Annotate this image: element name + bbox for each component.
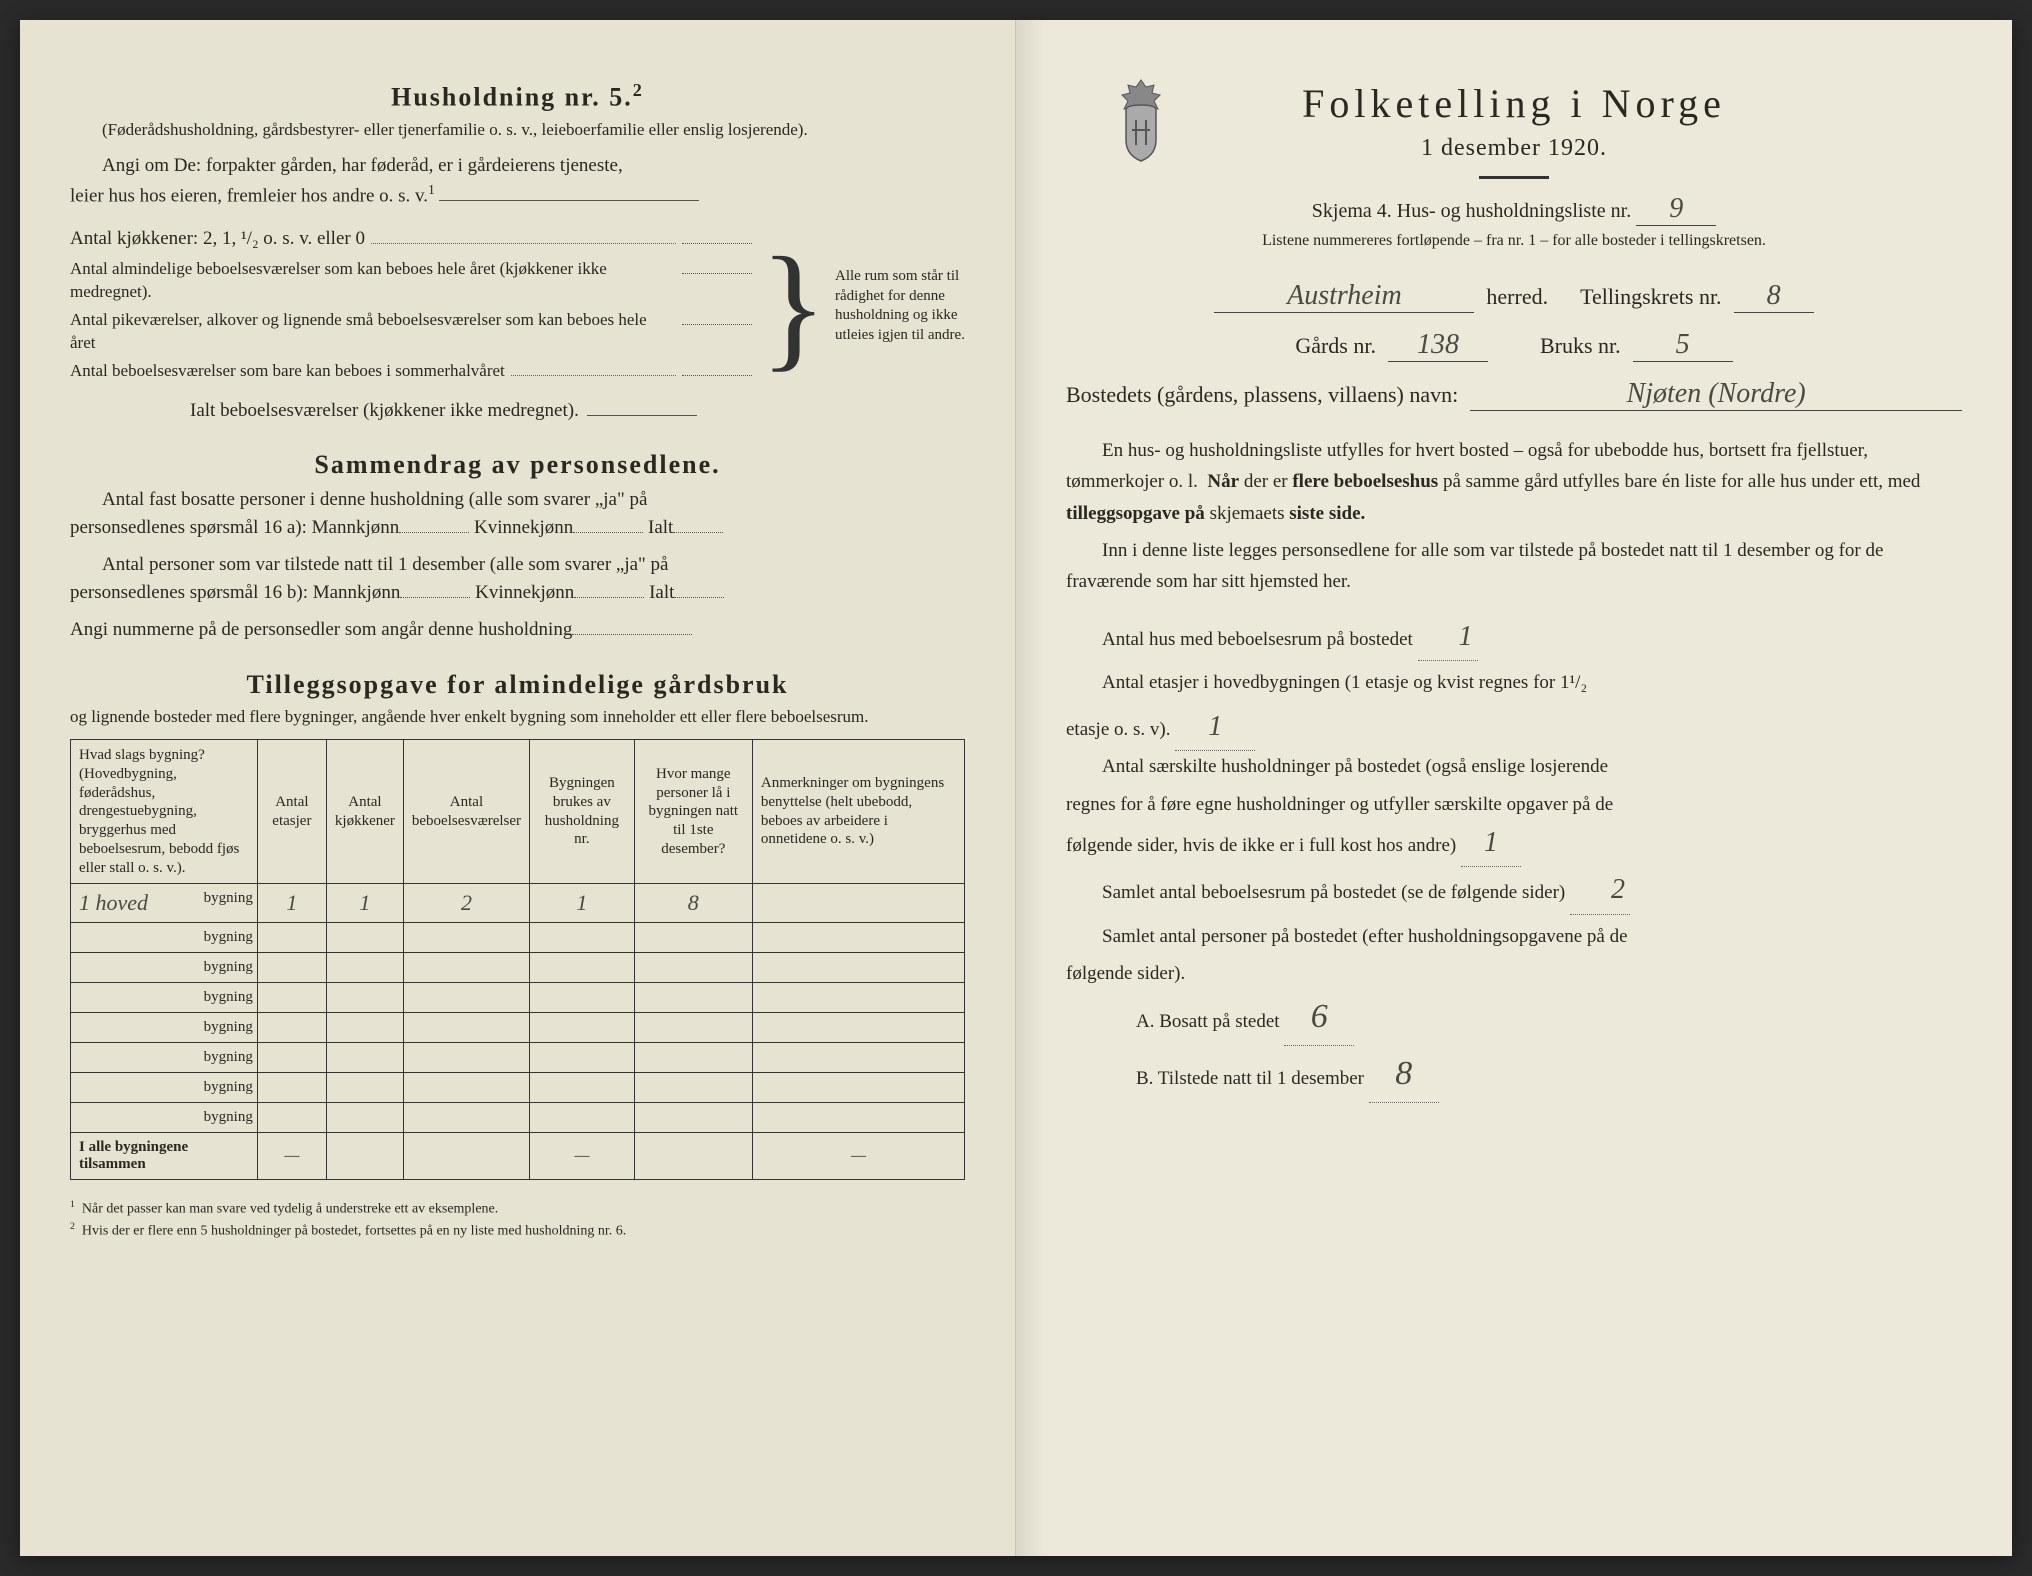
- col-kjokkener: Antal kjøkkener: [326, 740, 403, 884]
- sub-note: Listene nummereres fortløpende – fra nr.…: [1066, 232, 1962, 250]
- table-header-row: Hvad slags bygning? (Hovedbygning, føder…: [71, 740, 965, 884]
- para-2: Inn i denne liste legges personsedlene f…: [1066, 535, 1962, 598]
- skjema-nr: 9: [1636, 193, 1716, 226]
- q4: Samlet antal beboelsesrum på bostedet (s…: [1066, 867, 1962, 914]
- col-bygning: Hvad slags bygning? (Hovedbygning, føder…: [71, 740, 258, 884]
- header: Folketelling i Norge 1 desember 1920. Sk…: [1066, 80, 1962, 250]
- brace-caption: Alle rum som står til rådighet for denne…: [835, 267, 965, 345]
- qB: B. Tilstede natt til 1 desember 8: [1136, 1046, 1962, 1103]
- gards-line: Gårds nr. 138 Bruks nr. 5: [1066, 329, 1962, 362]
- brace-icon: }: [752, 261, 835, 352]
- table-row: bygning: [71, 1073, 965, 1103]
- qA: A. Bosatt på stedet 6: [1136, 989, 1962, 1046]
- sam-line-3: Angi nummerne på de personsedler som ang…: [70, 616, 965, 645]
- angi-line1: Angi om De: forpakter gården, har føderå…: [70, 152, 965, 181]
- left-page: Husholdning nr. 5.2 (Føderådshusholdning…: [20, 20, 1016, 1556]
- q3b: regnes for å føre egne husholdninger og …: [1066, 789, 1962, 820]
- q3-value: 1: [1461, 820, 1521, 867]
- q5b: følgende sider).: [1066, 958, 1962, 989]
- coat-of-arms-icon: [1106, 75, 1176, 165]
- q2a: Antal etasjer i hovedbygningen (1 etasje…: [1066, 667, 1962, 698]
- table-row: bygning: [71, 1043, 965, 1073]
- tillegg-title: Tilleggsopgave for almindelige gårdsbruk: [70, 670, 965, 700]
- table-row: 1 hovedbygning 1 1 2 1 8: [71, 884, 965, 923]
- bosted-line: Bostedets (gårdens, plassens, villaens) …: [1066, 378, 1962, 411]
- room-line-1: Antal almindelige beboelsesværelser som …: [70, 257, 752, 304]
- qB-value: 8: [1369, 1046, 1439, 1103]
- page-title: Folketelling i Norge: [1066, 80, 1962, 127]
- para-1: En hus- og husholdningsliste utfylles fo…: [1066, 435, 1962, 529]
- gards-nr: 138: [1388, 329, 1488, 362]
- q4-value: 2: [1570, 867, 1630, 914]
- footnotes: 1 Når det passer kan man svare ved tydel…: [70, 1198, 965, 1241]
- q5a: Samlet antal personer på bostedet (efter…: [1066, 921, 1962, 952]
- sammendrag-title: Sammendrag av personsedlene.: [70, 450, 965, 480]
- herred-line: Austrheim herred. Tellingskrets nr. 8: [1066, 280, 1962, 313]
- herred-value: Austrheim: [1214, 280, 1474, 313]
- table-row: bygning: [71, 923, 965, 953]
- husholdning-5-title: Husholdning nr. 5.2: [70, 80, 965, 113]
- angi-line2: leier hus hos eieren, fremleier hos andr…: [70, 180, 965, 211]
- col-beboelse: Antal beboelsesværelser: [403, 740, 529, 884]
- row1-hw: 1 hoved: [79, 890, 148, 916]
- sam-line-1b: personsedlenes spørsmål 16 a): Mannkjønn…: [70, 514, 965, 543]
- document-spread: Husholdning nr. 5.2 (Føderådshusholdning…: [20, 20, 2012, 1556]
- right-page: Folketelling i Norge 1 desember 1920. Sk…: [1016, 20, 2012, 1556]
- rooms-brace-group: Antal kjøkkener: 2, 1, ¹/₂ o. s. v. elle…: [70, 225, 965, 387]
- kitchen-count-line: Antal kjøkkener: 2, 1, ¹/₂ o. s. v. elle…: [70, 225, 752, 254]
- q2-value: 1: [1175, 704, 1255, 751]
- col-personer: Hvor mange personer lå i bygningen natt …: [634, 740, 752, 884]
- table-row: bygning: [71, 1103, 965, 1133]
- room-line-2: Antal pikeværelser, alkover og lignende …: [70, 308, 752, 355]
- qA-value: 6: [1284, 989, 1354, 1046]
- sam-line-2b: personsedlenes spørsmål 16 b): Mannkjønn…: [70, 579, 965, 608]
- sam-line-1a: Antal fast bosatte personer i denne hush…: [70, 486, 965, 515]
- ialt-line: Ialt beboelsesværelser (kjøkkener ikke m…: [190, 397, 965, 426]
- room-line-3: Antal beboelsesværelser som bare kan beb…: [70, 359, 752, 383]
- tillegg-subtitle: og lignende bosteder med flere bygninger…: [70, 706, 965, 729]
- bruks-nr: 5: [1633, 329, 1733, 362]
- bosted-value: Njøten (Nordre): [1470, 378, 1962, 411]
- title-rule: [1479, 176, 1549, 179]
- q2b: etasje o. s. v). 1: [1066, 704, 1962, 751]
- building-table: Hvad slags bygning? (Hovedbygning, føder…: [70, 739, 965, 1180]
- q3c: følgende sider, hvis de ikke er i full k…: [1066, 820, 1962, 867]
- h5-subtitle: (Føderådshusholdning, gårdsbestyrer- ell…: [70, 119, 965, 142]
- skjema-line: Skjema 4. Hus- og husholdningsliste nr. …: [1066, 193, 1962, 226]
- table-total-row: I alle bygningene tilsammen — — —: [71, 1133, 965, 1180]
- q1-value: 1: [1418, 614, 1478, 661]
- q3a: Antal særskilte husholdninger på bostede…: [1066, 751, 1962, 782]
- sam-line-2a: Antal personer som var tilstede natt til…: [70, 551, 965, 580]
- col-etasjer: Antal etasjer: [257, 740, 326, 884]
- col-husholdning: Bygningen brukes av husholdning nr.: [530, 740, 635, 884]
- table-row: bygning: [71, 1013, 965, 1043]
- table-row: bygning: [71, 983, 965, 1013]
- krets-nr: 8: [1734, 280, 1814, 313]
- table-row: bygning: [71, 953, 965, 983]
- title-date: 1 desember 1920.: [1066, 135, 1962, 162]
- col-anmerk: Anmerkninger om bygningens benyttelse (h…: [752, 740, 964, 884]
- q1: Antal hus med beboelsesrum på bostedet 1: [1066, 614, 1962, 661]
